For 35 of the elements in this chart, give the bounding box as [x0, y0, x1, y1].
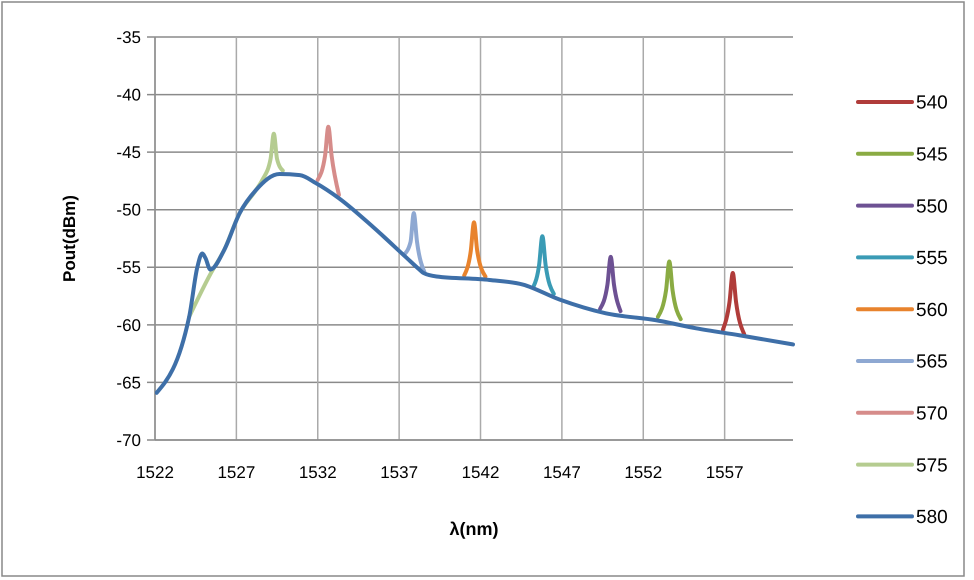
- line-series: [402, 211, 426, 274]
- x-tick-label: 1547: [542, 462, 581, 482]
- legend-label: 580: [916, 507, 948, 528]
- line-series: [721, 271, 746, 336]
- line-series: [316, 124, 341, 197]
- y-axis-title: Pout(dBm): [60, 195, 79, 282]
- legend-label: 570: [916, 403, 948, 424]
- x-tick-label: 1522: [136, 462, 174, 482]
- y-tick-label: -45: [116, 143, 141, 162]
- y-tick-label: -40: [116, 86, 141, 105]
- y-tick-label: -55: [116, 258, 141, 278]
- y-tick-label: -65: [116, 373, 141, 392]
- y-tick-label: -60: [116, 316, 141, 335]
- line-series: [656, 260, 683, 322]
- x-tick-label: 1527: [217, 462, 256, 482]
- x-tick-label: 1552: [624, 462, 662, 482]
- x-tick-label: 1557: [706, 462, 744, 482]
- x-tick-label: 1542: [462, 462, 500, 482]
- line-series: [462, 220, 488, 278]
- legend-label: 540: [916, 92, 948, 114]
- y-tick-label: -35: [116, 28, 141, 47]
- y-tick-label: -50: [116, 200, 141, 220]
- legend-label: 545: [916, 144, 948, 166]
- x-axis-title: λ(nm): [450, 519, 499, 539]
- legend-label: 565: [916, 352, 948, 373]
- y-tick-label: -70: [116, 430, 141, 450]
- legend-label: 560: [916, 300, 948, 321]
- line-series: [598, 254, 622, 314]
- line-series: [531, 234, 556, 296]
- line-series: [155, 172, 795, 395]
- legend-label: 575: [916, 455, 948, 476]
- x-tick-label: 1532: [298, 462, 337, 482]
- legend-label: 550: [916, 196, 948, 218]
- x-tick-label: 1537: [380, 462, 418, 482]
- legend-label: 555: [916, 248, 948, 270]
